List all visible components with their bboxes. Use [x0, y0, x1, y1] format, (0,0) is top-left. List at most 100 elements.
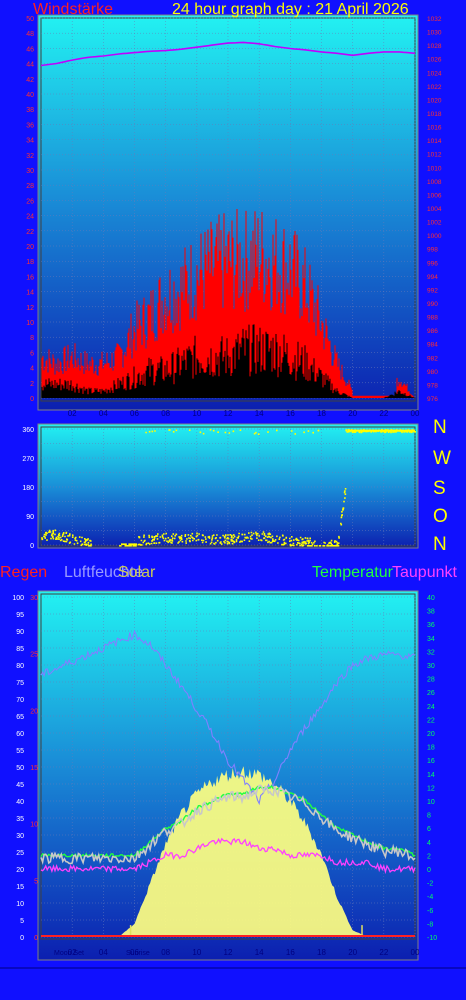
humidity-ytick-label: 0: [20, 935, 24, 942]
wind-xtick-label: 22: [379, 409, 388, 418]
temperature-ytick-label: 12: [427, 785, 435, 792]
temperature-ytick-label: 18: [427, 745, 435, 752]
pressure-ytick-label: 1006: [427, 192, 442, 199]
climate-xtick-label: 20: [348, 948, 357, 957]
humidity-label: Luftfeuchte: [64, 564, 144, 581]
direction-ytick-label: 270: [22, 456, 34, 463]
temperature-range-band: [40, 784, 416, 866]
climate-xtick-label: 04: [99, 948, 108, 957]
dewpoint-label: Taupunkt: [392, 564, 457, 581]
rain-ytick-label: 0: [34, 935, 38, 942]
rain-ytick-label: 15: [30, 765, 38, 772]
pressure-ytick-label: 1018: [427, 111, 442, 118]
wind-xtick-label: 16: [286, 409, 295, 418]
temperature-ytick-label: 30: [427, 663, 435, 670]
direction-letter-w: W: [433, 448, 451, 469]
temperature-ytick-label: 32: [427, 649, 435, 656]
temperature-ytick-label: -8: [427, 921, 433, 928]
humidity-ytick-label: 30: [16, 833, 24, 840]
wind-xtick-label: 04: [99, 409, 108, 418]
wind-ytick-label: 36: [26, 122, 34, 129]
temperature-ytick-label: 34: [427, 636, 435, 643]
pressure-ytick-label: 988: [427, 315, 438, 322]
wind-xtick-label: 14: [255, 409, 264, 418]
temperature-ytick-label: 24: [427, 704, 435, 711]
wind-ytick-label: 50: [26, 16, 34, 23]
temperature-ytick-label: 0: [427, 867, 431, 874]
humidity-ytick-label: 10: [16, 901, 24, 908]
wind-ytick-label: 30: [26, 168, 34, 175]
climate-xtick-label: 08: [161, 948, 170, 957]
pressure-ytick-label: 990: [427, 301, 438, 308]
humidity-ytick-label: 55: [16, 748, 24, 755]
wind-ytick-label: 20: [26, 244, 34, 251]
humidity-ytick-label: 50: [16, 765, 24, 772]
main-title: 24 hour graph day : 21 April 2026: [172, 1, 409, 18]
pressure-ytick-label: 1024: [427, 70, 442, 77]
temperature-ytick-label: 10: [427, 799, 435, 806]
wind-xtick-label: 10: [192, 409, 201, 418]
humidity-ytick-label: 95: [16, 612, 24, 619]
wind-xtick-label: 00: [411, 409, 420, 418]
humidity-ytick-label: 80: [16, 663, 24, 670]
humidity-series-line: [40, 629, 416, 806]
pressure-ytick-label: 1012: [427, 152, 442, 159]
humidity-ytick-label: 70: [16, 697, 24, 704]
temperature-ytick-label: 2: [427, 853, 431, 860]
dewpoint-series-line: [40, 837, 416, 875]
temperature-ytick-label: 14: [427, 772, 435, 779]
climate-xtick-label: 12: [224, 948, 233, 957]
wind-ytick-label: 28: [26, 183, 34, 190]
temperature-ytick-label: -10: [427, 935, 437, 942]
wind-xtick-label: 18: [317, 409, 326, 418]
pressure-ytick-label: 1028: [427, 43, 442, 50]
humidity-ytick-label: 15: [16, 884, 24, 891]
direction-letter-o: O: [433, 506, 448, 527]
climate-xtick-label: 22: [379, 948, 388, 957]
climate-xtick-label: 00: [411, 948, 420, 957]
pressure-ytick-label: 1004: [427, 206, 442, 213]
wind-title: Windstärke: [33, 1, 114, 18]
pressure-ytick-label: 1016: [427, 125, 442, 132]
wind-ytick-label: 14: [26, 290, 34, 297]
wind-ytick-label: 26: [26, 198, 34, 205]
wind-ytick-label: 10: [26, 320, 34, 327]
temperature-ytick-label: 4: [427, 840, 431, 847]
pressure-ytick-label: 980: [427, 369, 438, 376]
humidity-ytick-label: 85: [16, 646, 24, 653]
temperature-ytick-label: 22: [427, 717, 435, 724]
wind-xtick-label: 02: [68, 409, 77, 418]
humidity-ytick-label: 60: [16, 731, 24, 738]
direction-ytick-label: 90: [26, 514, 34, 521]
pressure-ytick-label: 986: [427, 328, 438, 335]
wind-ytick-label: 0: [30, 396, 34, 403]
pressure-ytick-label: 1032: [427, 16, 442, 23]
wind-ytick-label: 34: [26, 138, 34, 145]
temperature-ytick-label: -2: [427, 881, 433, 888]
climate-xtick-label: 16: [286, 948, 295, 957]
pressure-ytick-label: 1030: [427, 30, 442, 37]
wind-ytick-label: 16: [26, 274, 34, 281]
rain-ytick-label: 20: [30, 708, 38, 715]
humidity-ytick-label: 75: [16, 680, 24, 687]
wind-ytick-label: 24: [26, 214, 34, 221]
wind-xtick-label: 12: [224, 409, 233, 418]
temperature-ytick-label: 38: [427, 609, 435, 616]
rain-ytick-label: 10: [30, 822, 38, 829]
humidity-ytick-label: 90: [16, 629, 24, 636]
pressure-ytick-label: 1014: [427, 138, 442, 145]
humidity-ytick-label: 65: [16, 714, 24, 721]
pressure-ytick-label: 1000: [427, 233, 442, 240]
pressure-ytick-label: 998: [427, 247, 438, 254]
humidity-ytick-label: 100: [12, 595, 24, 602]
climate-xtick-label: 14: [255, 948, 264, 957]
solar-series-area: [41, 766, 415, 937]
wind-xtick-label: 06: [130, 409, 139, 418]
wind-xtick-label: 20: [348, 409, 357, 418]
average-series-bars: [41, 324, 415, 398]
pressure-ytick-label: 1002: [427, 220, 442, 227]
direction-letter-n-top: N: [433, 417, 447, 438]
temperature-label: Temperatur: [312, 564, 393, 581]
temperature-ytick-label: 26: [427, 690, 435, 697]
